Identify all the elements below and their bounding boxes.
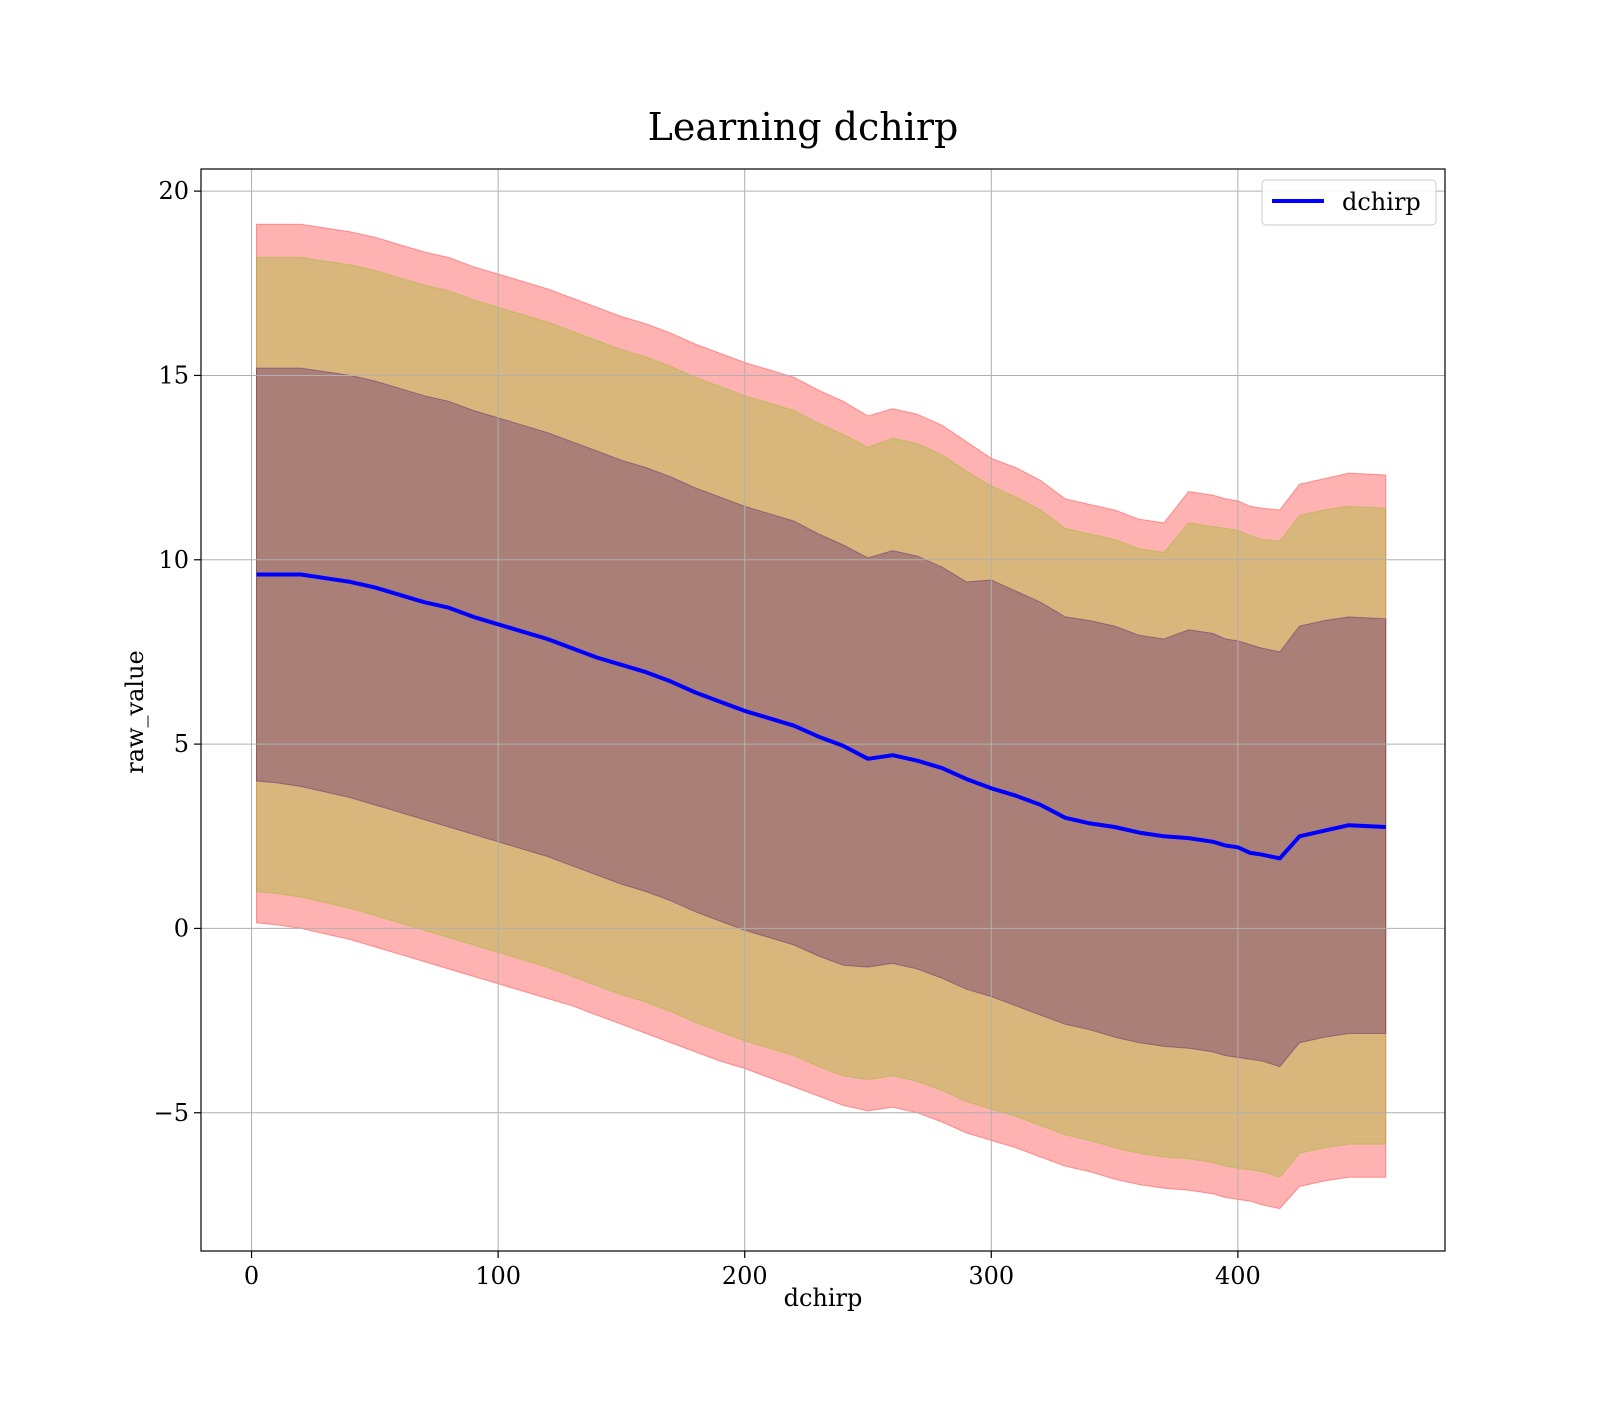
x-tick-label: 100	[475, 1262, 521, 1290]
confidence-band-2	[256, 257, 1387, 1178]
x-tick-label: 400	[1215, 1262, 1261, 1290]
y-tick-label: 15	[158, 361, 189, 389]
y-tick-label: −5	[154, 1099, 189, 1127]
y-tick-label: 20	[158, 177, 189, 205]
chart-title: Learning dchirp	[648, 105, 959, 149]
x-tick-label: 0	[244, 1262, 259, 1290]
confidence-bands	[256, 223, 1387, 1210]
confidence-band-3	[256, 367, 1387, 1068]
y-tick-label: 5	[174, 730, 189, 758]
plot-frame	[200, 168, 1446, 1252]
x-tick-label: 300	[968, 1262, 1014, 1290]
series-line-1	[256, 572, 1386, 861]
confidence-band-1	[256, 223, 1387, 1210]
legend: dchirp	[1261, 179, 1437, 226]
x-tick-label: 200	[722, 1262, 768, 1290]
grid	[201, 169, 1445, 1251]
y-axis-label: raw_value	[121, 650, 149, 774]
y-tick-label: 0	[174, 914, 189, 942]
y-axis-ticks: −5 0 5 10 15 20	[154, 177, 201, 1127]
legend-box	[1261, 179, 1437, 226]
x-axis-label: dchirp	[784, 1284, 863, 1312]
series-lines	[256, 572, 1386, 861]
y-tick-label: 10	[158, 546, 189, 574]
legend-label: dchirp	[1342, 188, 1421, 216]
x-axis-ticks: 0 100 200 300 400	[244, 1251, 1261, 1290]
